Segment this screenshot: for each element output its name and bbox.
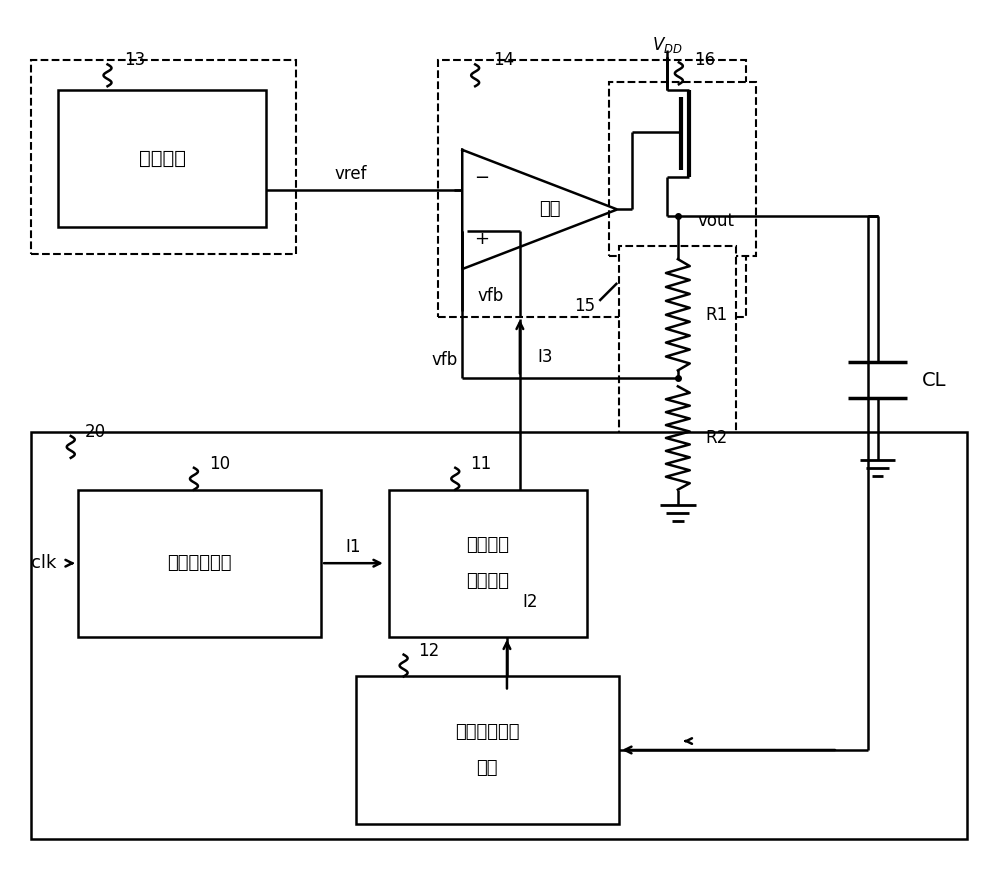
Bar [78,490,321,636]
Text: 12: 12 [419,642,440,660]
Text: 20: 20 [85,423,106,441]
Text: 13: 13 [124,52,146,70]
Text: I1: I1 [345,539,361,556]
Text: CL: CL [922,371,947,390]
Text: 运放: 运放 [539,201,560,218]
Bar [31,60,296,254]
Text: 11: 11 [470,455,491,473]
Text: clk: clk [31,554,56,572]
Text: 10: 10 [209,455,230,473]
Text: R2: R2 [706,429,728,447]
Text: R1: R1 [706,306,728,324]
Text: 频率检测电路: 频率检测电路 [167,554,231,572]
Bar [58,90,266,227]
Bar [619,246,736,534]
Text: $V_{DD}$: $V_{DD}$ [652,35,682,54]
Bar [356,677,619,823]
Bar [609,82,756,256]
Bar [438,60,746,317]
Text: 15: 15 [574,297,595,315]
Bar [31,432,967,840]
Text: +: + [475,230,490,248]
Text: 16: 16 [694,52,715,70]
Text: 带隙基准: 带隙基准 [139,149,186,168]
Polygon shape [462,150,617,269]
Text: 生成电路: 生成电路 [467,572,510,590]
Text: 14: 14 [493,52,514,70]
Text: I3: I3 [538,347,553,366]
Text: 偏置电流: 偏置电流 [467,536,510,554]
Text: 输出电压检测: 输出电压检测 [455,723,519,741]
Text: vout: vout [698,212,735,230]
Text: 电路: 电路 [476,759,498,777]
Text: vfb: vfb [477,287,503,305]
Text: I2: I2 [523,593,538,611]
Text: vfb: vfb [431,352,457,369]
Text: vref: vref [335,165,367,182]
Text: −: − [475,168,490,187]
Bar [389,490,587,636]
